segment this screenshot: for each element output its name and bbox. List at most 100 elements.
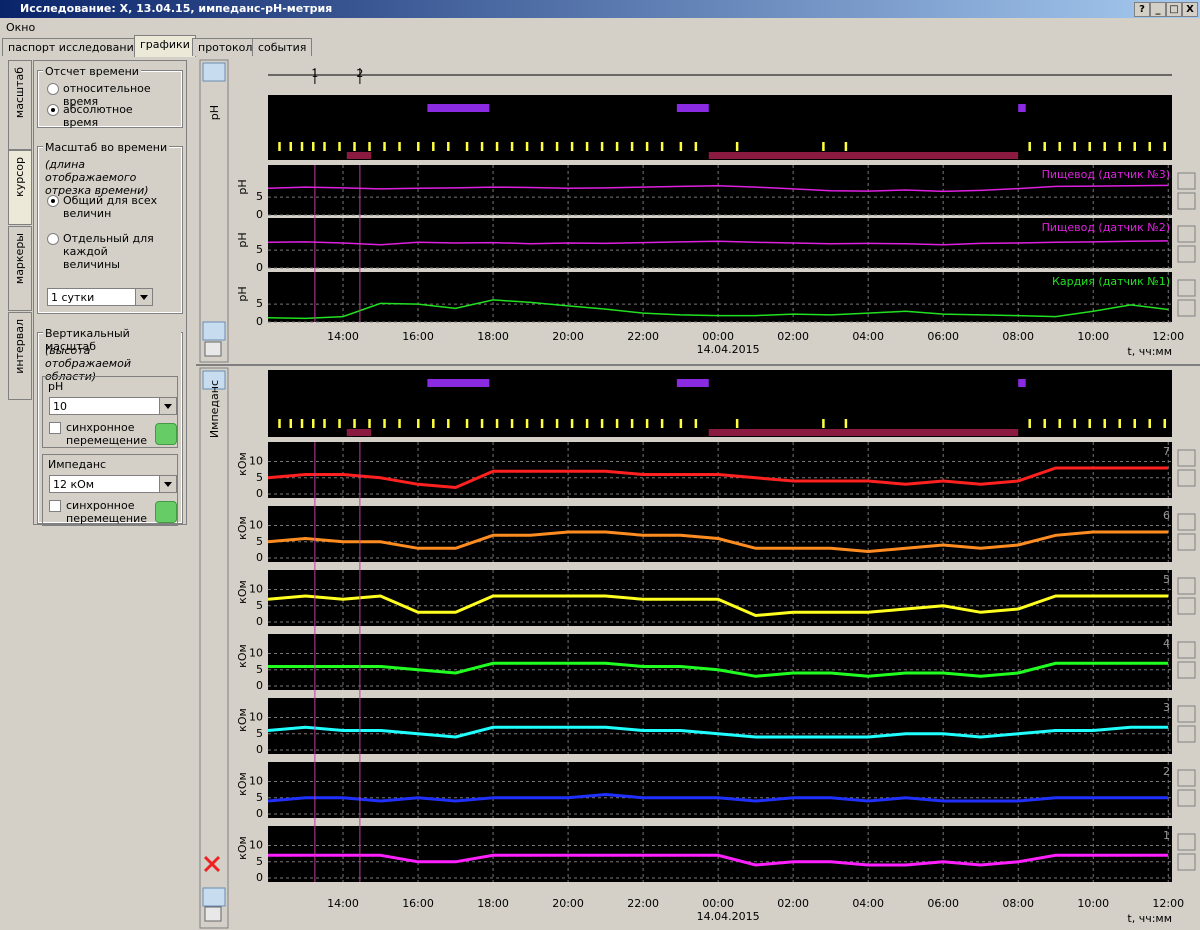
vertical-tab[interactable]: маркеры xyxy=(8,226,32,311)
y-tick-label: 0 xyxy=(256,679,263,692)
panel-button[interactable] xyxy=(1177,172,1196,190)
sync-button[interactable] xyxy=(155,501,177,523)
radio-button[interactable] xyxy=(47,195,59,207)
trace xyxy=(267,530,1169,554)
panel-button[interactable] xyxy=(1177,725,1196,743)
trace xyxy=(267,725,1169,739)
y-tick-label: 10 xyxy=(249,583,263,596)
event-tick xyxy=(1088,419,1091,428)
y-axis-label: pH xyxy=(236,232,249,247)
event-tick xyxy=(398,419,401,428)
x-axis-label: t, чч:мм xyxy=(1127,912,1172,925)
checkbox[interactable] xyxy=(49,422,61,434)
radio-button[interactable] xyxy=(47,104,59,116)
panel-button[interactable] xyxy=(1177,705,1196,723)
panel-button[interactable] xyxy=(1177,789,1196,807)
vertical-tab[interactable]: интервал xyxy=(8,312,32,400)
x-tick-label: 10:00 xyxy=(1077,330,1109,343)
sync-checkbox[interactable]: синхронное перемещение xyxy=(49,421,147,447)
event-tick xyxy=(694,142,698,151)
group-title: Вертикальный масштаб xyxy=(43,327,181,353)
event-tick xyxy=(368,419,371,428)
panel-button[interactable] xyxy=(1177,853,1196,871)
select-value: 12 кОм xyxy=(53,478,95,491)
panel-button[interactable] xyxy=(1177,449,1196,467)
panel-button[interactable] xyxy=(1177,833,1196,851)
date-label: 14.04.2015 xyxy=(697,910,760,923)
tool-button[interactable] xyxy=(202,62,226,82)
panel-button[interactable] xyxy=(1177,192,1196,210)
panel-button[interactable] xyxy=(1177,661,1196,679)
group-box: Вертикальный масштаб (высота отображаемо… xyxy=(37,327,183,526)
tab[interactable]: паспорт исследования xyxy=(2,38,147,56)
tab[interactable]: события xyxy=(252,38,313,56)
panel-button[interactable] xyxy=(1177,225,1196,243)
scale-select[interactable]: 12 кОм xyxy=(49,475,177,493)
plot-panel xyxy=(268,570,1172,626)
event-tick xyxy=(338,142,341,151)
plot-panel xyxy=(268,634,1172,690)
y-tick-label: 0 xyxy=(256,208,263,221)
radio-option[interactable]: абсолютное время xyxy=(47,103,167,129)
print-button[interactable] xyxy=(204,341,222,357)
delete-icon[interactable] xyxy=(203,855,221,873)
x-tick-label: 10:00 xyxy=(1077,897,1109,910)
vertical-tab[interactable]: масштаб xyxy=(8,60,32,150)
y-tick-label: 0 xyxy=(256,261,263,274)
maximize-button[interactable]: □ xyxy=(1166,2,1182,17)
plot-panel xyxy=(268,762,1172,818)
event-tick xyxy=(289,142,293,151)
panel-button[interactable] xyxy=(1177,533,1196,551)
x-tick-label: 08:00 xyxy=(1002,897,1034,910)
event-tick xyxy=(822,142,825,151)
tab[interactable]: протокол xyxy=(192,38,259,56)
tool-button[interactable] xyxy=(202,887,226,907)
panel-button[interactable] xyxy=(1177,245,1196,263)
event-tick xyxy=(615,419,619,428)
time-scale-select[interactable]: 1 сутки xyxy=(47,288,153,306)
tool-button[interactable] xyxy=(202,321,226,341)
radio-option[interactable]: Общий для всех величин xyxy=(47,194,167,220)
event-tick xyxy=(570,419,574,428)
panel-button[interactable] xyxy=(1177,641,1196,659)
close-button[interactable]: X xyxy=(1182,2,1198,17)
event-interval xyxy=(1018,379,1026,387)
vertical-tab[interactable]: курсор xyxy=(8,150,32,225)
radio-option[interactable]: Отдельный для каждой величины xyxy=(47,232,167,271)
y-tick-label: 5 xyxy=(256,599,263,612)
tab[interactable]: графики xyxy=(134,35,196,57)
event-interval xyxy=(346,152,372,159)
trace xyxy=(267,792,1169,803)
series-label: 3 xyxy=(1163,701,1170,714)
panel-button[interactable] xyxy=(1177,299,1196,317)
event-tick xyxy=(630,142,634,151)
event-interval xyxy=(427,379,490,387)
sub-group-title: Импеданс xyxy=(48,458,107,471)
help-button[interactable]: ? xyxy=(1134,2,1150,17)
panel-button[interactable] xyxy=(1177,769,1196,787)
checkbox[interactable] xyxy=(49,500,61,512)
event-interval xyxy=(708,429,1019,436)
radio-button[interactable] xyxy=(47,233,59,245)
radio-button[interactable] xyxy=(47,83,59,95)
menu-item[interactable]: Окно xyxy=(6,21,36,34)
panel-button[interactable] xyxy=(1177,513,1196,531)
event-tick xyxy=(844,419,848,428)
minimize-button[interactable]: _ xyxy=(1150,2,1166,17)
event-tick xyxy=(1073,142,1076,151)
select-value: 1 сутки xyxy=(51,291,95,304)
sync-checkbox[interactable]: синхронное перемещение xyxy=(49,499,147,525)
scale-select[interactable]: 10 xyxy=(49,397,177,415)
panel-button[interactable] xyxy=(1177,577,1196,595)
event-tick xyxy=(278,419,281,428)
sync-button[interactable] xyxy=(155,423,177,445)
radio-option[interactable]: относительное время xyxy=(47,82,167,108)
panel-button[interactable] xyxy=(1177,597,1196,615)
tool-button[interactable] xyxy=(202,370,226,390)
trace xyxy=(267,240,1169,246)
panel-button[interactable] xyxy=(1177,279,1196,297)
trace xyxy=(268,853,1169,867)
print-button[interactable] xyxy=(204,906,222,922)
panel-button[interactable] xyxy=(1177,469,1196,487)
